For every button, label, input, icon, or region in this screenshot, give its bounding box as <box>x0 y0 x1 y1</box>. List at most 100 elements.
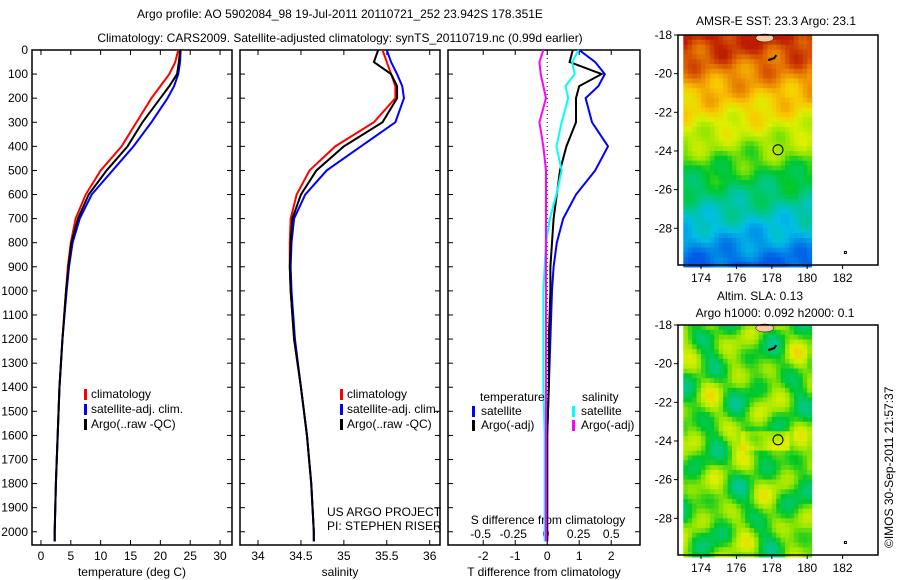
map-cell <box>736 126 742 133</box>
map-cell <box>745 247 751 253</box>
map-cell <box>701 189 706 195</box>
map-cell <box>723 513 729 519</box>
map-cell <box>714 498 720 505</box>
map-cell <box>687 117 693 123</box>
map-cell <box>780 479 786 485</box>
map-cell <box>798 92 804 99</box>
map-cell <box>709 402 715 408</box>
map-cell <box>745 527 751 534</box>
map-cell <box>793 39 799 46</box>
map-cell <box>683 542 689 548</box>
map-cell <box>767 54 773 60</box>
map-cell <box>758 358 764 365</box>
map-cell <box>740 373 746 379</box>
map-cell <box>807 407 813 413</box>
map-cell <box>687 334 693 340</box>
map-cell <box>802 44 808 50</box>
map-cell <box>687 484 693 490</box>
map-cell <box>785 233 791 239</box>
map-cell <box>692 508 698 514</box>
map-cell <box>802 54 808 60</box>
map-cell <box>745 455 751 461</box>
map-cell <box>709 426 715 432</box>
map-cell <box>767 136 773 142</box>
map-cell <box>767 392 773 398</box>
map-cell <box>714 194 720 200</box>
map-cell <box>771 165 777 171</box>
map-cell <box>718 537 724 543</box>
map-cell <box>727 445 733 452</box>
map-cell <box>740 431 746 437</box>
map-cell <box>793 49 799 55</box>
map-cell <box>798 503 804 510</box>
map-cell <box>731 39 737 46</box>
series-line-0 <box>53 49 180 542</box>
map-cell <box>776 126 782 133</box>
map-cell <box>780 107 786 113</box>
map-cell <box>758 131 764 137</box>
map-cell <box>740 469 746 476</box>
map-cell <box>696 484 702 490</box>
map-cell <box>767 445 773 452</box>
map-cell <box>687 107 693 113</box>
map-cell <box>714 59 720 65</box>
map-cell <box>754 349 760 355</box>
map-cell <box>705 160 711 166</box>
map-cell <box>687 150 693 157</box>
map-cell <box>714 223 720 229</box>
map-cell <box>701 204 706 210</box>
map-cell <box>767 373 773 379</box>
map-cell <box>798 382 804 389</box>
map-cell <box>692 532 698 539</box>
credit-text: ©IMOS 30-Sep-2011 21:57:37 <box>882 386 896 548</box>
map-cell <box>736 199 742 205</box>
map-cell <box>692 78 698 84</box>
map-cell <box>683 353 689 360</box>
map-cell <box>709 339 715 345</box>
map-cell <box>696 102 702 108</box>
map-cell <box>709 542 715 548</box>
map-cell <box>687 455 693 461</box>
map-cell <box>745 523 751 529</box>
map-cell <box>727 112 733 118</box>
map-cell <box>723 194 729 200</box>
map-cell <box>687 527 693 534</box>
map-cell <box>776 411 782 418</box>
map-cell <box>740 155 746 162</box>
map-cell <box>807 513 813 519</box>
map-cell <box>701 363 706 369</box>
map-cell <box>683 484 689 490</box>
map-cell <box>749 107 755 113</box>
map-cell <box>705 155 711 162</box>
map-cell <box>745 513 751 519</box>
map-cell <box>807 494 813 500</box>
map-cell <box>727 542 733 548</box>
map-cell <box>776 494 782 500</box>
map-cell <box>802 518 808 524</box>
map-cell <box>771 146 777 152</box>
map-cell <box>718 68 724 75</box>
map-cell <box>736 170 742 176</box>
map-cell <box>762 392 768 398</box>
map-cell <box>723 503 729 510</box>
map-cell <box>687 247 693 253</box>
legend-label: climatology <box>347 387 407 401</box>
map-cell <box>802 213 808 220</box>
map-cell <box>785 523 791 529</box>
map-cell <box>709 112 715 118</box>
map-cell <box>740 358 746 365</box>
map-cell <box>758 479 764 485</box>
map-cell <box>793 54 799 60</box>
map-cell <box>780 373 786 379</box>
map-cell <box>767 44 773 50</box>
map-cell <box>798 218 804 224</box>
map-cell <box>793 440 799 447</box>
map-cell <box>785 54 791 60</box>
map-cell <box>731 88 737 94</box>
map-cell <box>807 184 813 191</box>
map-cell <box>736 107 742 113</box>
map-cell <box>731 150 737 157</box>
map-cell <box>709 513 715 519</box>
map-cell <box>798 547 804 553</box>
map-cell <box>798 469 804 476</box>
